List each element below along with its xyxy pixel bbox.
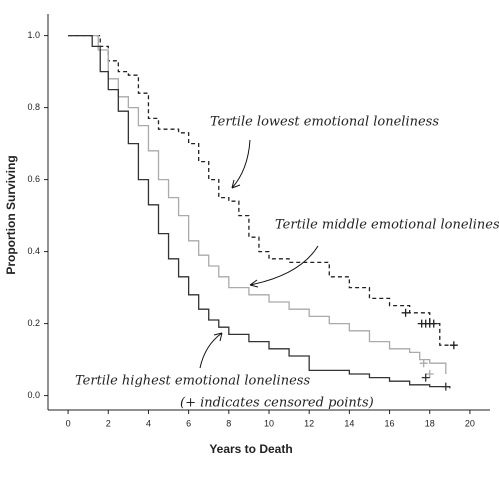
arrows — [199, 139, 319, 369]
y-tick-label: 0.4 — [27, 246, 40, 256]
arrow — [231, 139, 251, 189]
x-tick-label: 10 — [264, 418, 274, 428]
x-tick-label: 0 — [66, 418, 71, 428]
x-tick-label: 6 — [186, 418, 191, 428]
censored-marker — [425, 370, 434, 378]
censored-marker — [421, 373, 430, 382]
y-tick-label: 0.2 — [27, 318, 40, 328]
y-tick-label: 1.0 — [27, 30, 40, 40]
x-tick-label: 2 — [106, 418, 111, 428]
y-axis-label: Proportion Surviving — [4, 155, 18, 274]
x-tick-label: 20 — [465, 418, 475, 428]
series-annotation: Tertile middle emotional loneliness — [275, 218, 499, 233]
arrow-head — [231, 179, 241, 189]
y-tick-label: 0.6 — [27, 174, 40, 184]
survival-curve — [68, 34, 451, 389]
x-tick-label: 4 — [146, 418, 151, 428]
survival-curve — [68, 34, 456, 346]
survival-curve — [68, 34, 447, 374]
arrow — [199, 332, 223, 369]
x-tick-label: 12 — [304, 418, 314, 428]
censored-marker — [401, 308, 410, 317]
x-tick-label: 8 — [226, 418, 231, 428]
censored-marker — [419, 359, 428, 368]
arrow — [249, 245, 319, 286]
censored-marker — [449, 341, 458, 350]
arrow-head — [249, 279, 259, 288]
series-annotation: Tertile lowest emotional loneliness — [210, 115, 439, 130]
series-annotation: Tertile highest emotional loneliness — [75, 374, 310, 389]
x-tick-label: 14 — [344, 418, 354, 428]
y-tick-label: 0.0 — [27, 390, 40, 400]
y-tick-label: 0.8 — [27, 102, 40, 112]
note: (+ indicates censored points) — [180, 396, 374, 411]
x-tick-label: 16 — [385, 418, 395, 428]
arrow-head — [213, 332, 223, 342]
x-tick-label: 18 — [425, 418, 435, 428]
x-axis-label: Years to Death — [209, 442, 292, 456]
censored-marker — [441, 382, 450, 391]
censored-marker — [429, 319, 438, 328]
